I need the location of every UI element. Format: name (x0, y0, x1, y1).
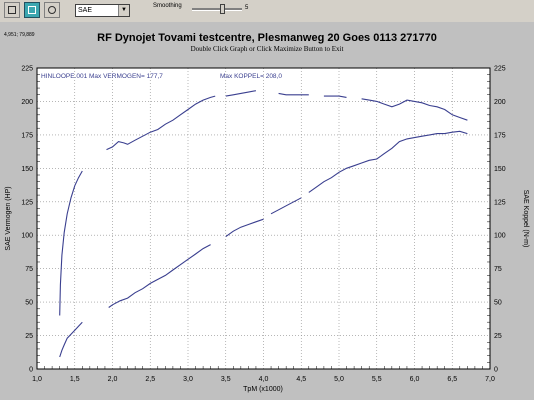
torque-curve-segment (361, 98, 468, 121)
y-tick-label-left: 125 (21, 199, 33, 206)
y-axis-label-right: SAE Koppel (N-m) (522, 190, 529, 248)
power-curve-segment (270, 197, 302, 215)
y-tick-label-left: 50 (25, 300, 33, 307)
chart-svg[interactable]: 1,0 1,5 2,0 2,5 3,0 3,5 4,0 4,5 5,0 5,5 6,0 6,5 7,0 0… (0, 22, 534, 400)
power-curve-segment (59, 321, 83, 358)
x-tick-label: 6,0 (410, 376, 420, 383)
torque-curve-segment (106, 95, 216, 151)
x-tick-label: 2,0 (108, 376, 118, 383)
chevron-down-icon[interactable]: ▼ (118, 5, 129, 16)
y-tick-label-right: 50 (494, 300, 502, 307)
chart-title: RF Dynojet Tovami testcentre, Plesmanweg… (97, 32, 437, 44)
cursor-readout: 4,951; 79,889 (4, 32, 35, 38)
graph-icon (8, 6, 16, 14)
legend-max-torque: Max KOPPEL= 208,0 (220, 73, 282, 80)
graph-view-button[interactable] (4, 2, 20, 18)
y-tick-label-right: 125 (494, 199, 506, 206)
x-tick-label: 5,5 (372, 376, 382, 383)
x-tick-label: 3,0 (183, 376, 193, 383)
chart-subtitle: Double Click Graph or Click Maximize But… (191, 45, 344, 53)
magnifier-icon (48, 6, 56, 14)
y-tick-label-right: 0 (494, 367, 498, 374)
legend-file: HINLOOPE.001 (41, 73, 88, 80)
smoothing-label: Smoothing (153, 3, 182, 9)
x-tick-label: 5,0 (334, 376, 344, 383)
y-tick-label-left: 225 (21, 66, 33, 73)
y-tick-label-left: 100 (21, 233, 33, 240)
torque-curve-segment (59, 170, 83, 316)
toolbar: SAE ▼ Smoothing 5 (0, 0, 534, 23)
overlay-icon (28, 6, 36, 14)
smoothing-value: 5 (245, 5, 249, 11)
y-tick-label-right: 25 (494, 333, 502, 340)
y-tick-label-left: 150 (21, 166, 33, 173)
power-curve-segment (225, 218, 264, 238)
y-tick-label-right: 150 (494, 166, 506, 173)
y-tick-label-left: 175 (21, 132, 33, 139)
y-tick-label-left: 25 (25, 333, 33, 340)
legend-max-power: Max VERMOGEN= 177,7 (89, 73, 163, 80)
y-tick-label-right: 75 (494, 266, 502, 273)
y-tick-label-right: 200 (494, 99, 506, 106)
smoothing-slider-thumb[interactable] (219, 4, 225, 14)
y-tick-label-right: 225 (494, 66, 506, 73)
y-tick-label-left: 0 (29, 367, 33, 374)
correction-select-value: SAE (78, 7, 93, 14)
y-tick-label-right: 175 (494, 132, 506, 139)
torque-curve-segment (278, 92, 309, 96)
y-tick-label-left: 200 (21, 99, 33, 106)
torque-curve-segment (323, 95, 347, 98)
plot-frame (36, 67, 491, 370)
dyno-chart[interactable]: 1,0 1,5 2,0 2,5 3,0 3,5 4,0 4,5 5,0 5,5 6,0 6,5 7,0 0… (0, 22, 534, 400)
x-tick-label: 7,0 (485, 376, 495, 383)
x-axis-label: TpM (x1000) (243, 386, 283, 393)
x-tick-label: 1,0 (32, 376, 42, 383)
correction-select[interactable]: SAE ▼ (75, 4, 130, 17)
overlay-button[interactable] (24, 2, 40, 18)
zoom-button[interactable] (44, 2, 60, 18)
torque-curve-segment (225, 90, 257, 97)
power-curve-segment (108, 244, 211, 308)
x-tick-label: 1,5 (70, 376, 80, 383)
x-tick-label: 3,5 (221, 376, 231, 383)
y-tick-label-right: 100 (494, 233, 506, 240)
smoothing-slider[interactable] (192, 8, 242, 11)
x-tick-label: 6,5 (447, 376, 457, 383)
x-tick-label: 2,5 (145, 376, 155, 383)
y-tick-label-left: 75 (25, 266, 33, 273)
power-curve-segment (308, 130, 468, 193)
x-tick-label: 4,5 (296, 376, 306, 383)
y-axis-label-left: SAE Vermogen (HP) (5, 186, 12, 250)
x-tick-label: 4,0 (259, 376, 269, 383)
